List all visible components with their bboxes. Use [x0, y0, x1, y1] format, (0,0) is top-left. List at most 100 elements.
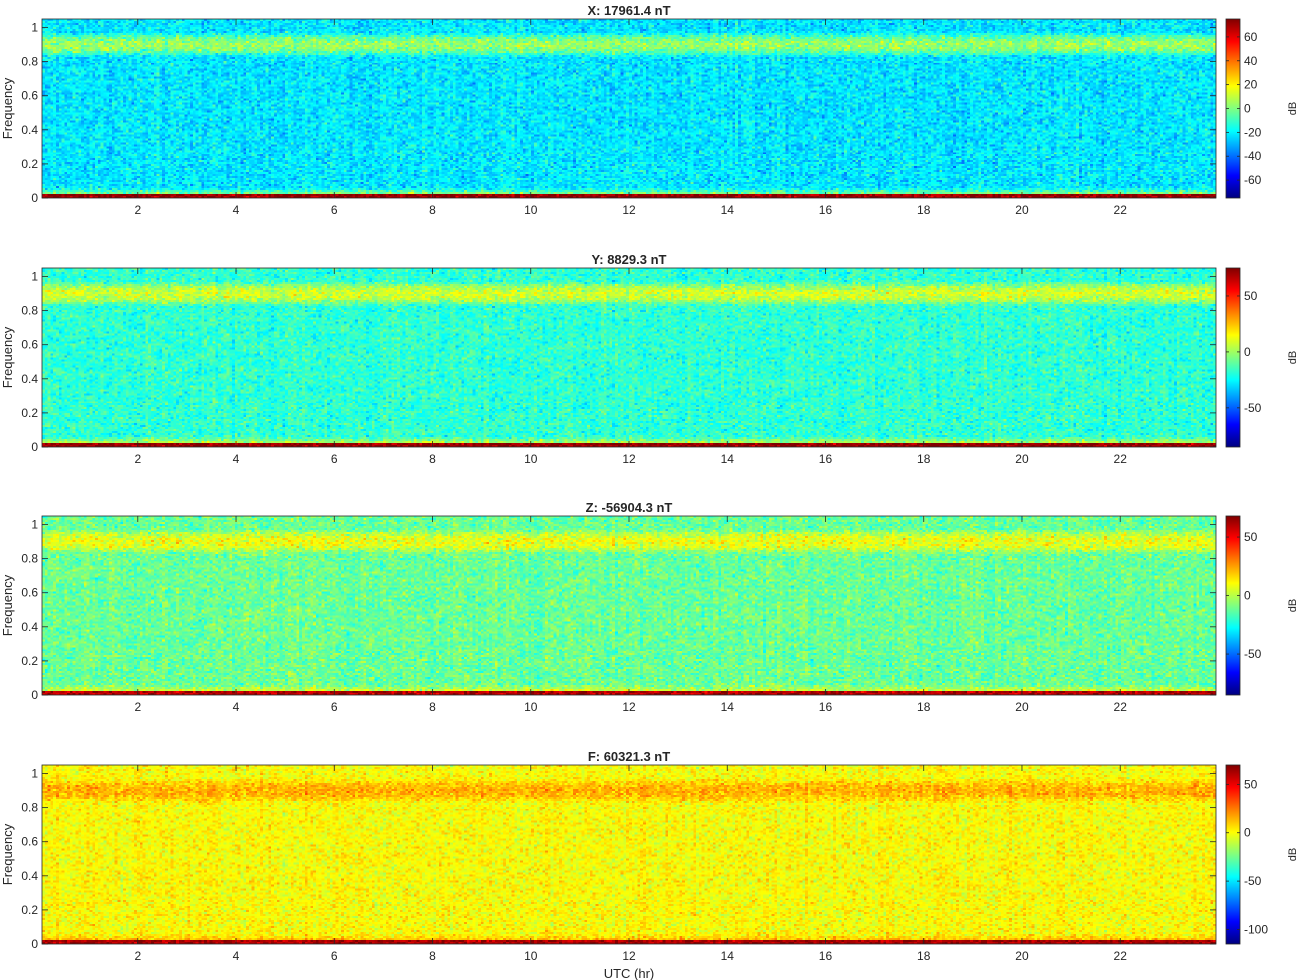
y-tick-label: 0.4	[21, 372, 38, 386]
y-tick-label: 1	[31, 270, 38, 284]
y-tick-label: 0.6	[21, 586, 38, 600]
y-tick-label: 0.4	[21, 123, 38, 137]
colorbar-tick-label: -50	[1244, 874, 1262, 888]
panel-2: 2 4 6 8 10 12 14 16 18 20 22 0 0.2 0.4 0.6 0.8 1 Y: 8829.…	[0, 252, 1299, 466]
x-tick-label: 4	[233, 203, 240, 217]
x-tick-label: 10	[524, 949, 538, 963]
y-tick-label: 0	[31, 937, 38, 951]
x-tick-label: 16	[819, 949, 833, 963]
x-tick-label: 4	[233, 949, 240, 963]
x-tick-label: 18	[917, 452, 931, 466]
x-tick-label: 12	[622, 949, 636, 963]
spectrogram-image	[42, 19, 1216, 198]
colorbar-tick-label: 0	[1244, 345, 1251, 359]
panel-1: 2 4 6 8 10 12 14 16 18 20 22 0 0.2 0.4 0.6 0.8 1 X: 17961…	[0, 3, 1299, 217]
colorbar-label: dB	[1287, 848, 1299, 861]
colorbar-tick-label: -50	[1244, 401, 1262, 415]
x-tick-label: 14	[721, 700, 735, 714]
y-axis-label: Frequency	[0, 823, 15, 885]
x-tick-label: 2	[134, 949, 141, 963]
colorbar-tick-label: -20	[1244, 125, 1262, 139]
y-tick-label: 0.2	[21, 903, 38, 917]
x-tick-label: 14	[721, 452, 735, 466]
y-tick-label: 0.8	[21, 801, 38, 815]
x-tick-label: 8	[429, 203, 436, 217]
y-tick-label: 1	[31, 21, 38, 35]
colorbar-tick-label: 0	[1244, 826, 1251, 840]
spectrogram-image	[42, 516, 1216, 695]
y-tick-label: 0.2	[21, 654, 38, 668]
colorbar-tick-label: 0	[1244, 102, 1251, 116]
colorbar	[1225, 764, 1241, 945]
x-tick-label: 20	[1015, 452, 1029, 466]
colorbar	[1225, 515, 1241, 696]
x-tick-label: 4	[233, 452, 240, 466]
x-tick-label: 8	[429, 700, 436, 714]
y-tick-label: 0.8	[21, 552, 38, 566]
x-tick-label: 12	[622, 203, 636, 217]
colorbar-tick-label: 0	[1244, 589, 1251, 603]
x-tick-label: 2	[134, 452, 141, 466]
colorbar-tick-label: 50	[1244, 777, 1258, 791]
spectrogram-image	[42, 765, 1216, 944]
x-tick-label: 10	[524, 452, 538, 466]
panel-title: Y: 8829.3 nT	[592, 252, 667, 267]
y-tick-label: 0	[31, 440, 38, 454]
y-axis-label: Frequency	[0, 77, 15, 139]
x-tick-label: 8	[429, 949, 436, 963]
x-tick-label: 12	[622, 452, 636, 466]
x-tick-label: 8	[429, 452, 436, 466]
x-tick-label: 22	[1114, 452, 1128, 466]
colorbar-label: dB	[1287, 102, 1299, 115]
panel-4: 2 4 6 8 10 12 14 16 18 20 22 0 0.2 0.4 0.6 0.8 1 F: 60321…	[0, 749, 1299, 980]
x-tick-label: 14	[721, 949, 735, 963]
y-tick-label: 1	[31, 767, 38, 781]
x-tick-label: 16	[819, 700, 833, 714]
x-tick-label: 10	[524, 700, 538, 714]
spectrogram-image	[42, 268, 1216, 447]
colorbar-tick-label: -100	[1244, 922, 1268, 936]
x-tick-label: 6	[331, 452, 338, 466]
panel-title: X: 17961.4 nT	[587, 3, 670, 18]
x-tick-label: 4	[233, 700, 240, 714]
x-tick-label: 18	[917, 700, 931, 714]
y-axis-label: Frequency	[0, 326, 15, 388]
x-tick-label: 2	[134, 700, 141, 714]
y-tick-label: 0	[31, 688, 38, 702]
x-tick-label: 2	[134, 203, 141, 217]
colorbar-tick-label: -50	[1244, 647, 1262, 661]
y-tick-label: 0.8	[21, 55, 38, 69]
x-tick-label: 18	[917, 203, 931, 217]
colorbar-label: dB	[1287, 599, 1299, 612]
x-tick-label: 22	[1114, 700, 1128, 714]
colorbar-tick-label: 20	[1244, 78, 1258, 92]
y-tick-label: 0.2	[21, 406, 38, 420]
y-tick-label: 0.2	[21, 157, 38, 171]
y-tick-label: 0.6	[21, 835, 38, 849]
x-tick-label: 22	[1114, 949, 1128, 963]
y-tick-label: 0.8	[21, 304, 38, 318]
y-tick-label: 1	[31, 518, 38, 532]
x-tick-label: 10	[524, 203, 538, 217]
x-tick-label: 6	[331, 203, 338, 217]
x-axis-label: UTC (hr)	[604, 966, 655, 980]
panel-title: Z: -56904.3 nT	[586, 500, 673, 515]
colorbar-tick-label: 60	[1244, 30, 1258, 44]
x-tick-label: 20	[1015, 700, 1029, 714]
colorbar-label: dB	[1287, 351, 1299, 364]
y-axis-label: Frequency	[0, 574, 15, 636]
x-tick-label: 18	[917, 949, 931, 963]
x-tick-label: 22	[1114, 203, 1128, 217]
y-tick-label: 0.4	[21, 869, 38, 883]
x-tick-label: 6	[331, 700, 338, 714]
x-tick-label: 6	[331, 949, 338, 963]
x-tick-label: 20	[1015, 949, 1029, 963]
y-tick-label: 0.6	[21, 338, 38, 352]
colorbar-tick-label: -40	[1244, 149, 1262, 163]
colorbar-tick-label: 50	[1244, 289, 1258, 303]
colorbar-tick-label: 40	[1244, 54, 1258, 68]
y-tick-label: 0.4	[21, 620, 38, 634]
x-tick-label: 16	[819, 203, 833, 217]
panel-3: 2 4 6 8 10 12 14 16 18 20 22 0 0.2 0.4 0.6 0.8 1 Z: -5690…	[0, 500, 1299, 714]
